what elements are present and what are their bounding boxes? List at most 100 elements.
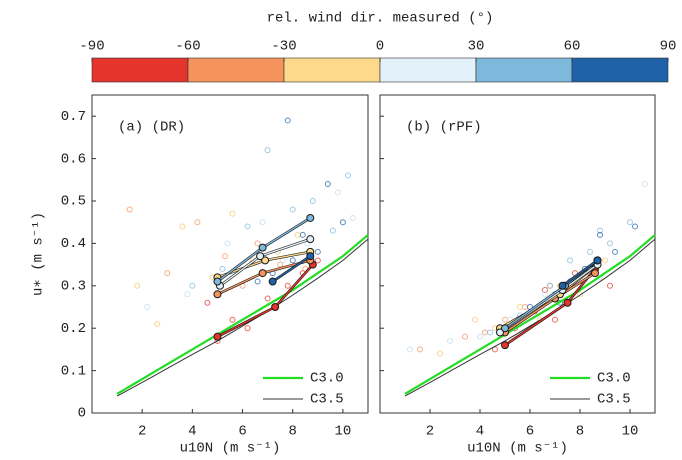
legend-label: C3.5 <box>597 392 631 408</box>
scatter-point <box>244 325 251 332</box>
scatter-point <box>309 198 316 204</box>
colorbar-label: rel. wind dir. measured (°) <box>267 11 494 27</box>
x-tick-label: 10 <box>335 424 352 440</box>
reference-curve <box>404 238 656 397</box>
scatter-point <box>289 206 296 213</box>
scatter-point <box>502 316 508 323</box>
bin-mean-line-inner <box>562 259 598 287</box>
y-tick-label: 0.4 <box>61 236 86 252</box>
colorbar-tick-label: 30 <box>468 39 485 55</box>
x-tick-label: 10 <box>622 424 639 440</box>
scatter-point <box>329 227 336 234</box>
bin-mean-point <box>306 213 315 222</box>
scatter-point <box>407 346 413 353</box>
y-tick-label: 0.6 <box>61 151 86 167</box>
scatter-point <box>189 282 196 289</box>
bin-mean-point <box>501 341 509 350</box>
bin-mean-point <box>258 243 267 252</box>
scatter-point <box>314 257 321 264</box>
scatter-point <box>221 253 228 260</box>
x-tick-label: 8 <box>576 424 584 440</box>
y-axis-label: u∗ (m s⁻¹) <box>31 212 47 296</box>
y-tick-label: 0.2 <box>61 321 86 337</box>
scatter-point <box>264 295 271 302</box>
bin-mean-line-inner <box>272 255 311 283</box>
scatter-point <box>642 181 648 188</box>
scatter-point <box>547 282 553 289</box>
bin-mean-point <box>213 332 222 341</box>
colorbar-swatch <box>475 57 573 83</box>
scatter-point <box>194 219 201 226</box>
scatter-point <box>126 206 133 213</box>
scatter-point <box>577 291 583 298</box>
scatter-point <box>587 248 593 255</box>
scatter-point <box>417 346 423 353</box>
x-tick-label: 6 <box>526 424 534 440</box>
scatter-point <box>299 231 306 238</box>
bin-mean-point <box>258 269 267 278</box>
y-tick-label: 0.5 <box>61 194 86 210</box>
bin-mean-point <box>256 252 265 261</box>
x-axis-label: u10N (m s⁻¹) <box>467 441 568 457</box>
colorbar-tick-label: -60 <box>175 39 200 55</box>
x-tick-label: 2 <box>426 424 434 440</box>
scatter-point <box>229 210 236 217</box>
scatter-point <box>344 172 351 179</box>
scatter-point <box>284 117 291 124</box>
scatter-point <box>607 240 613 247</box>
bin-mean-point <box>496 328 504 337</box>
scatter-point <box>542 287 548 294</box>
scatter-point <box>284 282 291 289</box>
y-tick-label: 0.3 <box>61 279 86 295</box>
y-tick-label: 0 <box>78 406 86 422</box>
panel-label: (a) (DR) <box>118 120 185 136</box>
scatter-point <box>602 257 608 264</box>
colorbar-swatch <box>187 57 285 83</box>
scatter-point <box>339 219 346 226</box>
scatter-point <box>264 147 271 154</box>
scatter-point <box>314 248 321 255</box>
bin-mean-point <box>558 281 567 290</box>
x-axis-label: u10N (m s⁻¹) <box>180 441 281 457</box>
scatter-point <box>324 181 331 188</box>
colorbar-tick-label: -90 <box>79 39 104 55</box>
bin-mean-point <box>268 277 277 286</box>
bin-mean-point <box>271 303 280 311</box>
scatter-point <box>627 219 633 226</box>
colorbar-swatch <box>91 57 189 83</box>
scatter-point <box>437 350 443 357</box>
x-tick-label: 6 <box>238 424 246 440</box>
scatter-point <box>259 219 266 226</box>
colorbar-swatch <box>283 57 381 83</box>
bin-mean-point <box>593 256 602 265</box>
scatter-point <box>144 304 151 310</box>
panel-label: (b) (rPF) <box>406 120 482 136</box>
scatter-point <box>254 240 261 247</box>
scatter-point <box>349 214 356 221</box>
scatter-point <box>294 231 301 238</box>
bin-mean-point <box>306 235 315 244</box>
reference-curve <box>116 234 369 395</box>
scatter-point <box>632 223 638 230</box>
colorbar-tick-label: 90 <box>660 39 677 55</box>
x-tick-label: 4 <box>476 424 484 440</box>
scatter-point <box>552 316 558 323</box>
bin-mean-point <box>306 252 315 261</box>
legend-label: C3.5 <box>310 392 344 408</box>
scatter-point <box>517 304 523 310</box>
reference-curve <box>116 238 369 397</box>
scatter-point <box>229 316 236 323</box>
scatter-point <box>482 329 488 336</box>
colorbar-tick-label: 60 <box>564 39 581 55</box>
colorbar-tick-label: 0 <box>376 39 384 55</box>
scatter-point <box>334 189 341 196</box>
scatter-point <box>472 316 478 323</box>
scatter-point <box>612 248 618 255</box>
scatter-point <box>179 223 186 230</box>
scatter-point <box>254 278 261 285</box>
bin-mean-point <box>501 324 509 333</box>
y-tick-label: 0.7 <box>61 109 86 125</box>
bin-mean-point <box>591 269 599 278</box>
scatter-point <box>164 270 171 277</box>
